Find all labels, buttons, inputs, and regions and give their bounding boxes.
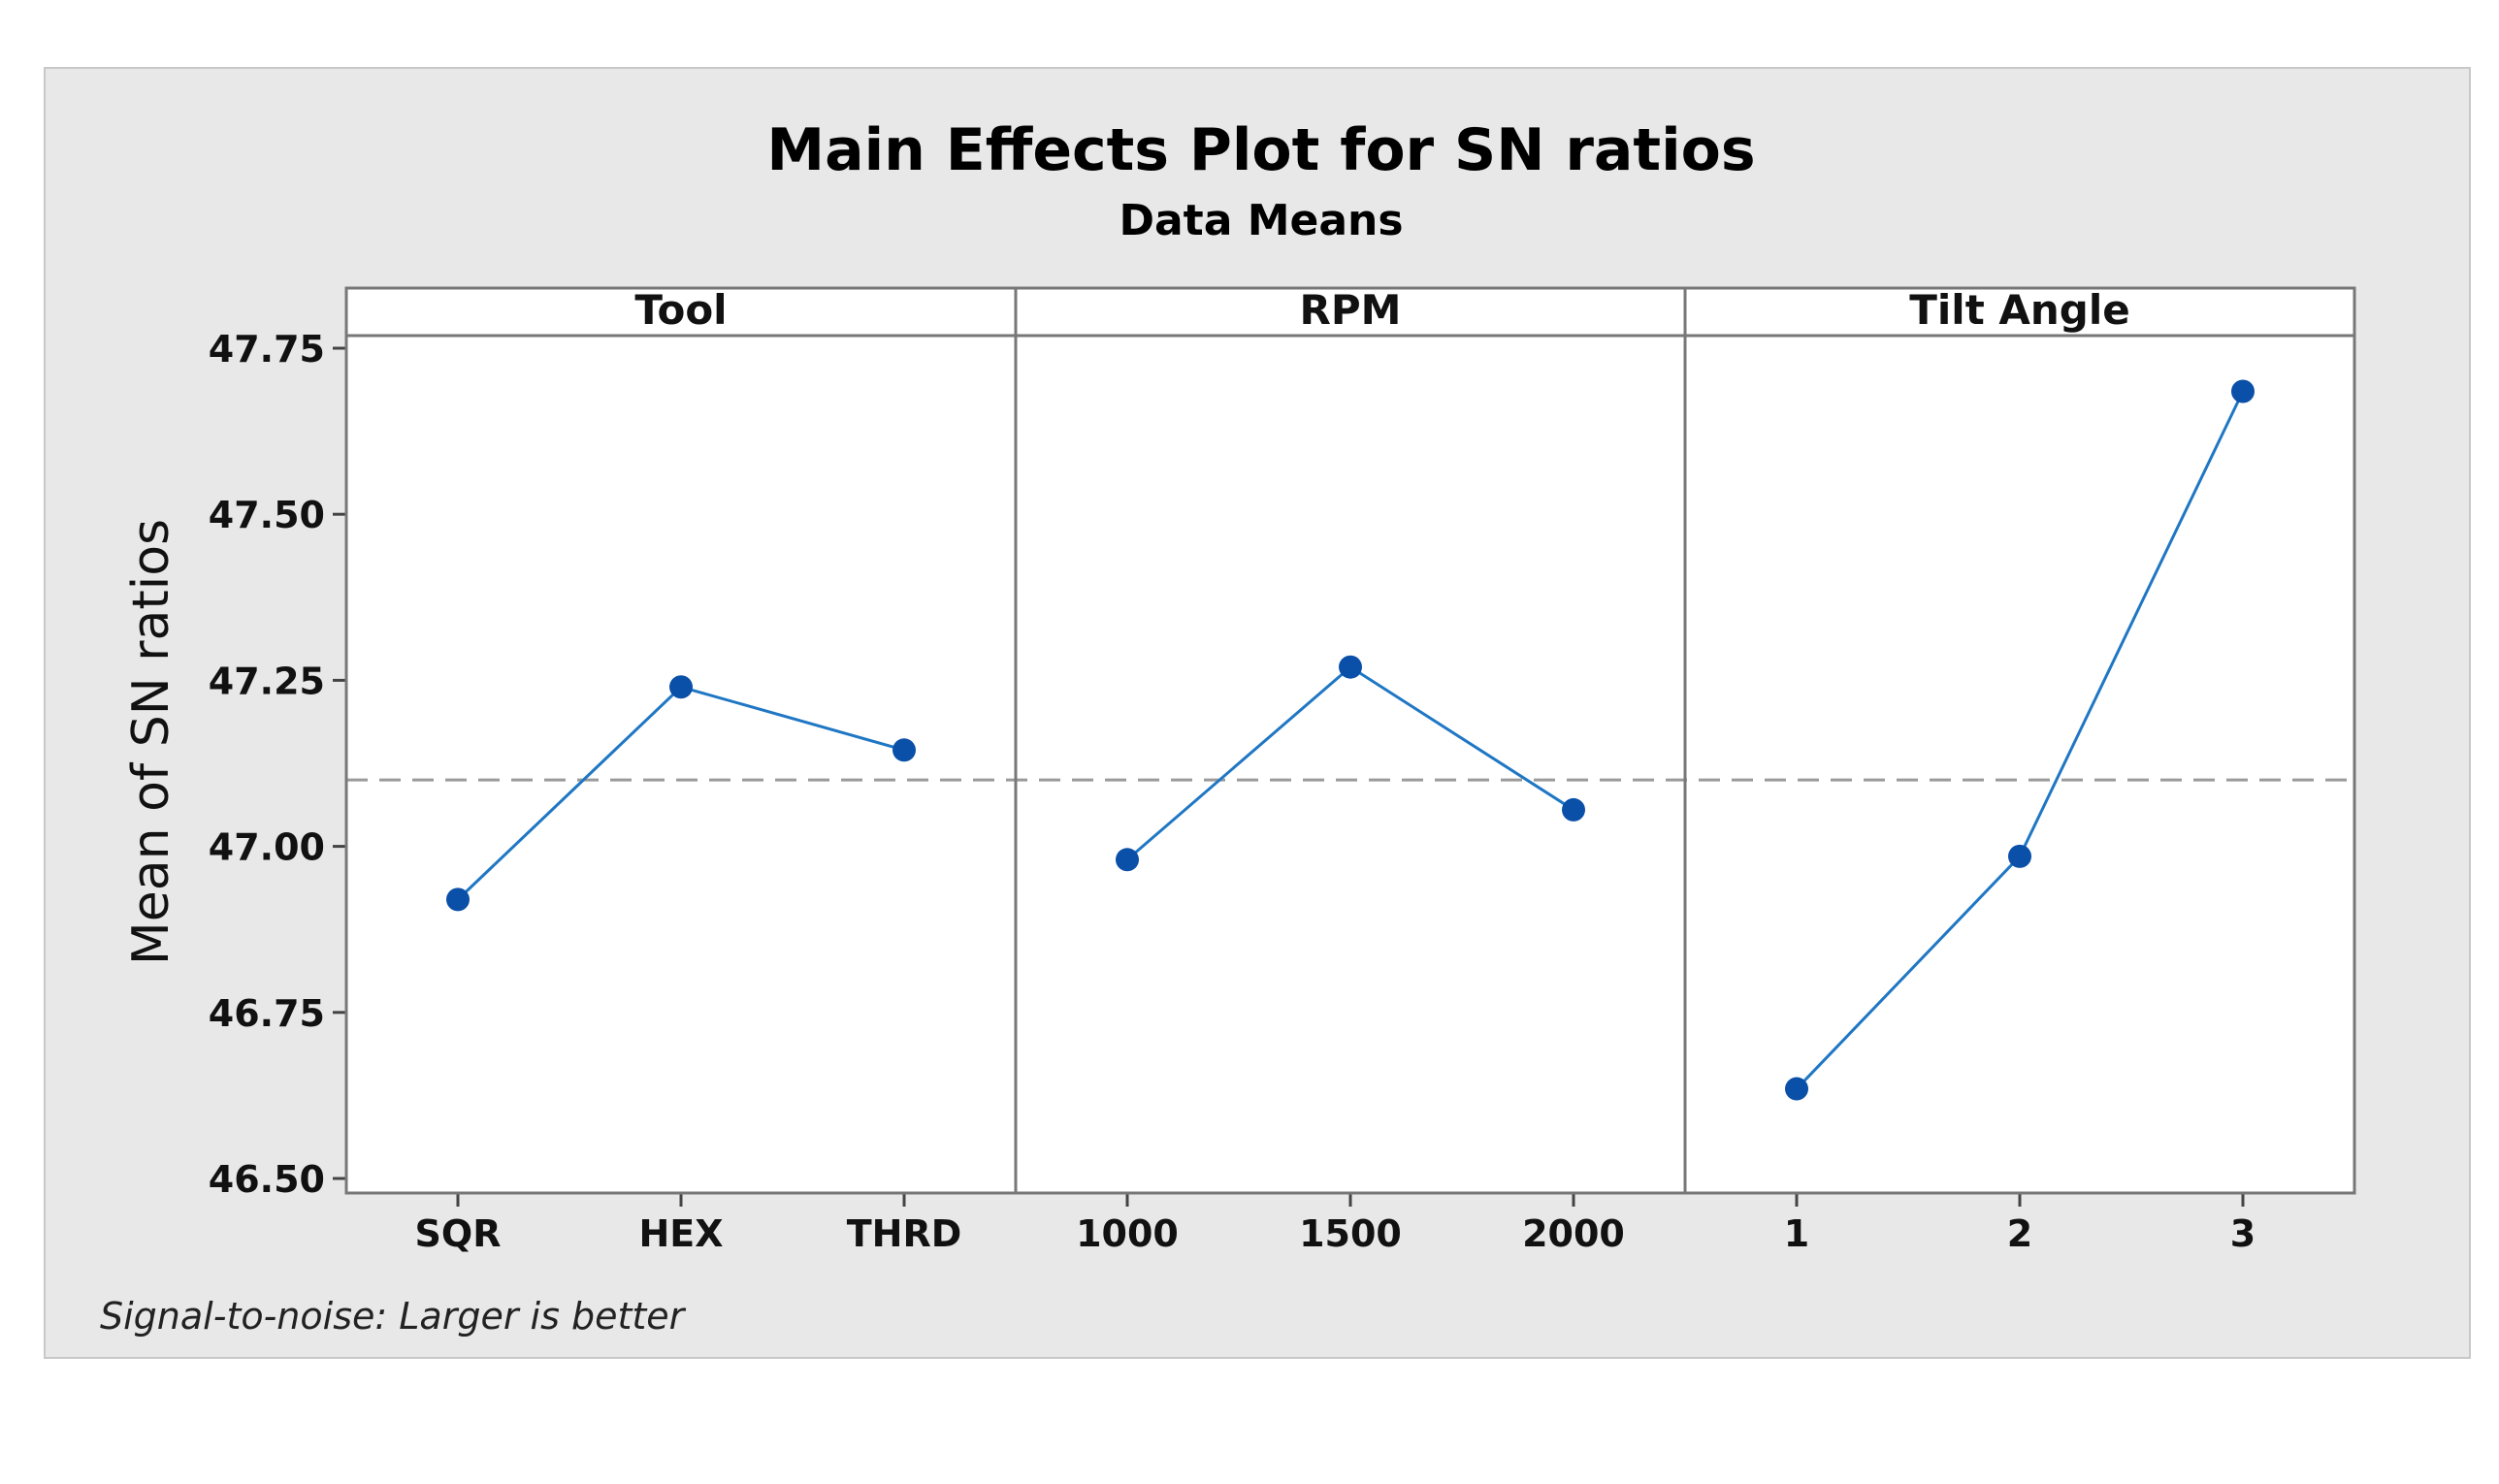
plot-background bbox=[346, 288, 2354, 1193]
x-tick-label: THRD bbox=[847, 1212, 962, 1255]
data-point bbox=[1562, 797, 1585, 822]
panel-header-label: Tool bbox=[634, 286, 727, 334]
plot-frame bbox=[344, 286, 2356, 1195]
y-tick-label: 47.25 bbox=[209, 660, 325, 702]
data-point bbox=[892, 738, 916, 762]
data-point bbox=[1339, 655, 1362, 679]
y-tick-label: 46.50 bbox=[209, 1158, 325, 1201]
y-tick-label: 46.75 bbox=[209, 992, 325, 1035]
data-point bbox=[1785, 1077, 1808, 1101]
x-tick-label: HEX bbox=[638, 1212, 723, 1255]
panel-header-label: RPM bbox=[1300, 286, 1402, 334]
footnote: Signal-to-noise: Larger is better bbox=[100, 1295, 687, 1338]
y-tick-label: 47.50 bbox=[209, 494, 325, 536]
y-axis-label: Mean of SN ratios bbox=[122, 519, 180, 965]
panel-header-label: Tilt Angle bbox=[1909, 286, 2130, 334]
plot-area: 46.50 46.75 47.00 47.25 47.50 47.75 Tool SQR HEX… bbox=[209, 286, 2356, 1255]
chart-subtitle: Data Means bbox=[1119, 196, 1403, 245]
data-point bbox=[446, 887, 470, 912]
y-tick-label: 47.75 bbox=[209, 328, 325, 371]
x-tick-label: 2000 bbox=[1522, 1212, 1625, 1255]
y-tick-label: 47.00 bbox=[209, 826, 325, 869]
x-tick-label: 1 bbox=[1784, 1212, 1809, 1255]
data-point bbox=[2008, 844, 2031, 868]
x-tick-label: 1500 bbox=[1299, 1212, 1402, 1255]
x-tick-label: 3 bbox=[2230, 1212, 2256, 1255]
x-tick-label: SQR bbox=[415, 1212, 502, 1255]
data-point bbox=[1116, 848, 1139, 872]
x-tick-label: 1000 bbox=[1076, 1212, 1179, 1255]
data-point bbox=[2231, 379, 2255, 403]
data-point bbox=[669, 675, 693, 699]
chart-title: Main Effects Plot for SN ratios bbox=[766, 116, 1755, 184]
x-tick-label: 2 bbox=[2007, 1212, 2032, 1255]
